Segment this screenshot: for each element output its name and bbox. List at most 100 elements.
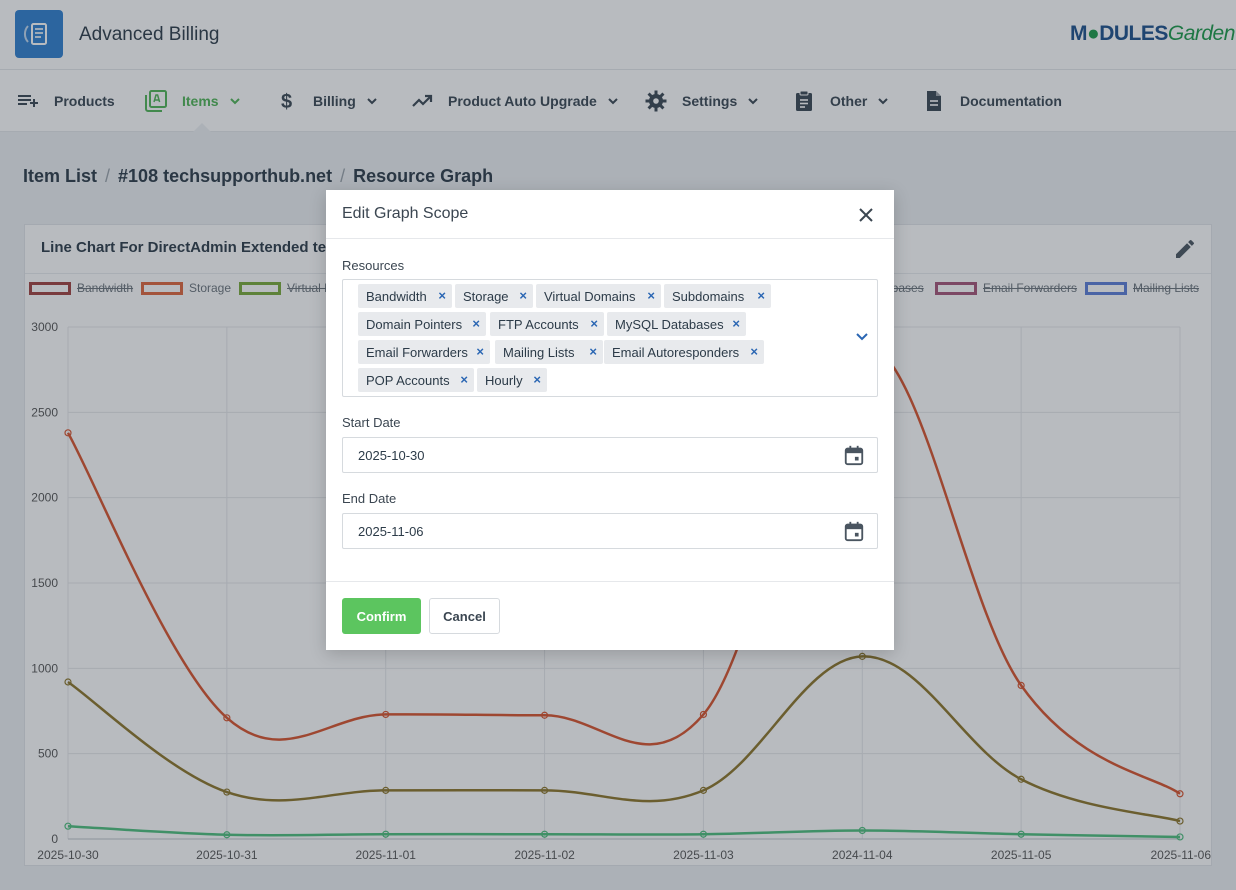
brand-text-part1: M [1070,22,1088,45]
resource-tag-label: Bandwidth [366,288,427,304]
trending-up-icon [412,94,433,107]
legend-item-virtual-domains[interactable]: Virtual D [239,281,333,295]
start-date-input[interactable]: 2025-10-30 [342,437,878,473]
remove-tag-icon[interactable]: × [590,316,598,331]
nav-documentation[interactable]: Documentation [922,70,1062,132]
legend-swatch [29,281,71,295]
end-date-input[interactable]: 2025-11-06 [342,513,878,549]
calendar-icon[interactable] [843,520,865,542]
modal-footer-divider [326,581,894,582]
remove-tag-icon[interactable]: × [757,288,765,303]
data-point [64,429,72,437]
remove-tag-icon[interactable]: × [460,372,468,387]
legend-label: Bandwidth [77,281,134,295]
resource-tag-label: Subdomains [672,288,745,304]
breadcrumb-item-list[interactable]: Item List [23,166,98,186]
data-point [64,678,72,686]
data-point [223,831,231,839]
legend-label: Mailing Lists [1133,281,1200,295]
resource-tag-label: FTP Accounts [498,316,579,332]
active-nav-caret [193,123,211,132]
modal-title: Edit Graph Scope [342,205,469,222]
app-logo-icon[interactable] [15,10,63,58]
resource-tag: Domain Pointers × [358,312,486,336]
remove-tag-icon[interactable]: × [647,288,655,303]
chevron-down-icon[interactable] [855,332,869,342]
resource-tag: Email Forwarders × [358,340,490,364]
x-tick-label: 2024-11-04 [832,848,893,862]
edit-pencil-icon[interactable] [1173,237,1197,261]
nav-product-auto-upgrade[interactable]: Product Auto Upgrade [410,70,619,132]
chevron-down-icon [367,98,377,105]
end-date-value: 2025-11-06 [358,524,424,539]
data-point [223,788,231,796]
legend-swatch [141,281,183,295]
legend-item-storage[interactable]: Storage [141,281,231,295]
resource-tag: Virtual Domains × [536,284,661,308]
x-tick-label: 2025-11-06 [1151,848,1212,862]
nav-products-label: Products [54,93,115,109]
data-point [1176,790,1184,798]
svg-text:$: $ [281,91,292,113]
remove-tag-icon[interactable]: × [438,288,446,303]
x-tick-label: 2025-10-31 [196,848,258,862]
legend-label: Email Forwarders [983,281,1078,295]
main-nav: Products Items $ Billing Product Auto Up… [0,70,1236,132]
close-icon[interactable] [856,205,876,225]
breadcrumb-separator: / [105,166,111,186]
data-point [699,830,708,838]
resource-tag-label: Storage [463,288,509,304]
nav-billing[interactable]: $ Billing [275,70,378,132]
cancel-button[interactable]: Cancel [429,598,500,634]
nav-products[interactable]: Products [16,70,115,132]
remove-tag-icon[interactable]: × [732,316,740,331]
legend-swatch [1085,281,1127,295]
resource-tag-label: Hourly [485,372,523,388]
nav-settings-label: Settings [682,93,738,109]
remove-tag-icon[interactable]: × [533,372,541,387]
top-header: Advanced Billing M●DULESGarden [0,0,1236,70]
legend-swatch [239,281,281,295]
resource-tag-label: Domain Pointers [366,316,463,332]
data-point [382,830,390,838]
chevron-down-icon [748,98,758,105]
nav-settings[interactable]: Settings [644,70,759,132]
legend-item-email-forwarders[interactable]: Email Forwarders [935,281,1077,295]
resource-tag: Email Autoresponders × [604,340,764,364]
x-tick-label: 2025-10-30 [37,848,99,862]
remove-tag-icon[interactable]: × [750,344,758,359]
modulesgarden-logo[interactable]: M●DULESGarden [1070,22,1235,46]
data-point [1017,681,1025,689]
data-point [1176,817,1184,825]
data-point [540,711,549,719]
resources-label: Resources [342,258,405,273]
x-tick-label: 2025-11-02 [514,848,575,862]
confirm-button[interactable]: Confirm [342,598,421,634]
y-tick-label: 2500 [31,405,58,419]
x-tick-label: 2025-11-03 [673,848,734,862]
legend-label: Storage [189,281,232,295]
nav-items-label: Items [182,93,219,109]
legend-item-bandwidth[interactable]: Bandwidth [29,281,133,295]
calendar-icon[interactable] [843,444,865,466]
nav-billing-label: Billing [313,93,356,109]
resources-multiselect[interactable]: Bandwidth × Storage × Virtual Domains × Sub… [342,279,878,397]
y-tick-label: 1000 [31,661,58,675]
remove-tag-icon[interactable]: × [476,344,484,359]
remove-tag-icon[interactable]: × [589,344,597,359]
legend-item-databases[interactable]: abases [885,281,924,295]
panel-title: Line Chart For DirectAdmin Extended tec [41,239,335,256]
series-line [67,824,1181,839]
legend-label: Virtual D [287,281,333,295]
legend-item-mailing-lists[interactable]: Mailing Lists [1085,281,1199,295]
remove-tag-icon[interactable]: × [519,288,527,303]
line-chart: 0 500 1000 1500 2000 2500 3000 2025-10-30 2025-1… [31,320,1212,862]
resource-tag-label: Mailing Lists [503,344,575,360]
nav-other[interactable]: Other [792,70,889,132]
data-point [382,710,390,719]
document-icon [927,91,941,111]
remove-tag-icon[interactable]: × [472,316,480,331]
nav-items[interactable]: Items [144,70,241,132]
breadcrumb-item[interactable]: #108 techsupporthub.net [118,166,333,186]
chevron-down-icon [878,98,889,105]
